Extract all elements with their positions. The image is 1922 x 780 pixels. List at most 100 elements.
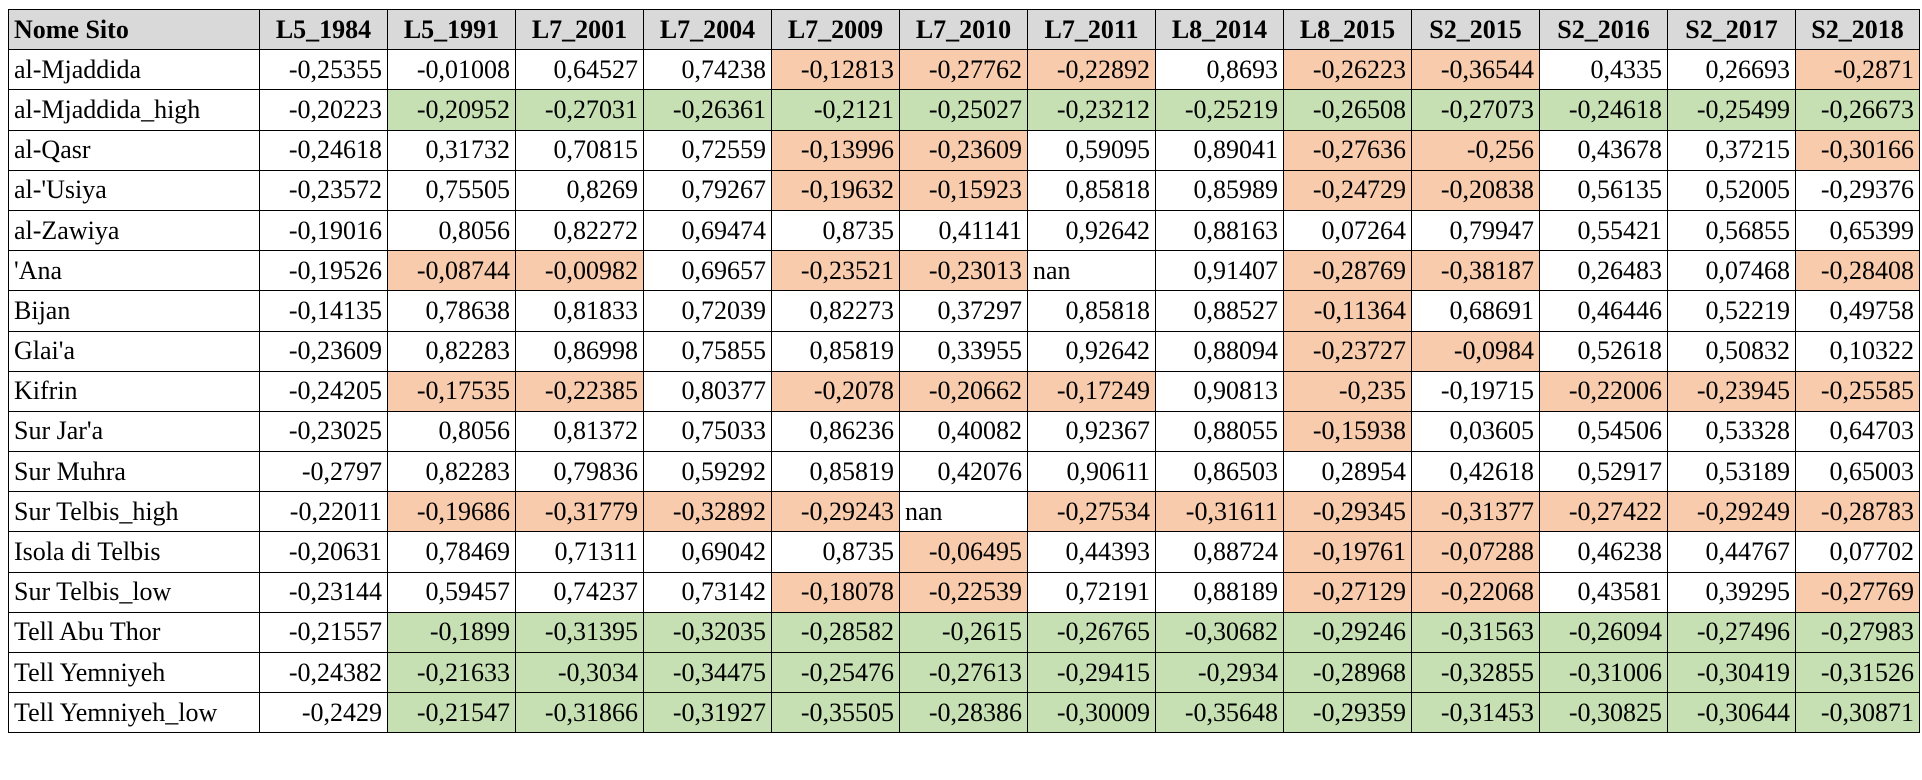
value-cell[interactable]: -0,25499 <box>1667 89 1796 131</box>
value-cell[interactable]: 0,46446 <box>1539 290 1668 332</box>
value-cell[interactable]: 0,85819 <box>771 451 900 493</box>
value-cell[interactable]: 0,73142 <box>643 571 772 613</box>
value-cell[interactable]: 0,79836 <box>515 451 644 493</box>
column-header-l7-2004[interactable]: L7_2004 <box>643 8 772 51</box>
value-cell[interactable]: -0,27613 <box>899 651 1028 694</box>
value-cell[interactable]: 0,42076 <box>899 451 1028 493</box>
value-cell[interactable]: -0,24205 <box>259 370 388 412</box>
value-cell[interactable]: 0,28954 <box>1283 451 1412 493</box>
column-header-s2-2016[interactable]: S2_2016 <box>1539 8 1668 51</box>
value-cell[interactable]: 0,8735 <box>771 209 900 252</box>
value-cell[interactable]: 0,52917 <box>1539 451 1668 493</box>
value-cell[interactable]: nan <box>1027 250 1156 292</box>
value-cell[interactable]: 0,59292 <box>643 451 772 493</box>
value-cell[interactable]: -0,23609 <box>899 129 1028 171</box>
value-cell[interactable]: -0,30419 <box>1667 651 1796 694</box>
value-cell[interactable]: -0,18078 <box>771 571 900 613</box>
site-name-cell[interactable]: al-Mjaddida_high <box>8 89 260 131</box>
value-cell[interactable]: -0,26765 <box>1027 611 1156 654</box>
value-cell[interactable]: -0,32035 <box>643 611 772 654</box>
value-cell[interactable]: 0,37297 <box>899 290 1028 332</box>
value-cell[interactable]: -0,32892 <box>643 491 772 533</box>
value-cell[interactable]: 0,85818 <box>1027 169 1156 211</box>
value-cell[interactable]: -0,31927 <box>643 692 772 734</box>
value-cell[interactable]: -0,28408 <box>1795 250 1920 292</box>
value-cell[interactable]: 0,88724 <box>1155 531 1284 573</box>
value-cell[interactable]: 0,42618 <box>1411 451 1540 493</box>
value-cell[interactable]: -0,20631 <box>259 531 388 573</box>
value-cell[interactable]: -0,27129 <box>1283 571 1412 613</box>
value-cell[interactable]: 0,82283 <box>387 330 516 372</box>
value-cell[interactable]: -0,26361 <box>643 89 772 131</box>
value-cell[interactable]: -0,14135 <box>259 290 388 332</box>
value-cell[interactable]: -0,31377 <box>1411 491 1540 533</box>
value-cell[interactable]: -0,35505 <box>771 692 900 734</box>
value-cell[interactable]: 0,52618 <box>1539 330 1668 372</box>
value-cell[interactable]: -0,31866 <box>515 692 644 734</box>
value-cell[interactable]: 0,88527 <box>1155 290 1284 332</box>
value-cell[interactable]: -0,2078 <box>771 370 900 412</box>
column-header-l8-2015[interactable]: L8_2015 <box>1283 8 1412 51</box>
value-cell[interactable]: 0,59457 <box>387 571 516 613</box>
value-cell[interactable]: 0,40082 <box>899 410 1028 453</box>
value-cell[interactable]: 0,85819 <box>771 330 900 372</box>
value-cell[interactable]: 0,88163 <box>1155 209 1284 252</box>
value-cell[interactable]: -0,31453 <box>1411 692 1540 734</box>
value-cell[interactable]: 0,53328 <box>1667 410 1796 453</box>
value-cell[interactable]: -0,25585 <box>1795 370 1920 412</box>
value-cell[interactable]: -0,27422 <box>1539 491 1668 533</box>
value-cell[interactable]: -0,19632 <box>771 169 900 211</box>
value-cell[interactable]: -0,28769 <box>1283 250 1412 292</box>
site-name-cell[interactable]: Sur Telbis_low <box>8 571 260 613</box>
value-cell[interactable]: -0,29246 <box>1283 611 1412 654</box>
column-header-l5-1991[interactable]: L5_1991 <box>387 8 516 51</box>
value-cell[interactable]: -0,28386 <box>899 692 1028 734</box>
site-name-cell[interactable]: Sur Telbis_high <box>8 491 260 533</box>
value-cell[interactable]: -0,23521 <box>771 250 900 292</box>
value-cell[interactable]: -0,00982 <box>515 250 644 292</box>
value-cell[interactable]: 0,8693 <box>1155 49 1284 91</box>
value-cell[interactable]: -0,0984 <box>1411 330 1540 372</box>
value-cell[interactable]: 0,44767 <box>1667 531 1796 573</box>
value-cell[interactable]: -0,30825 <box>1539 692 1668 734</box>
value-cell[interactable]: nan <box>899 491 1028 533</box>
value-cell[interactable]: -0,30009 <box>1027 692 1156 734</box>
value-cell[interactable]: 0,72039 <box>643 290 772 332</box>
value-cell[interactable]: -0,1899 <box>387 611 516 654</box>
value-cell[interactable]: -0,24382 <box>259 651 388 694</box>
value-cell[interactable]: -0,2871 <box>1795 49 1920 91</box>
value-cell[interactable]: -0,2797 <box>259 451 388 493</box>
value-cell[interactable]: 0,89041 <box>1155 129 1284 171</box>
value-cell[interactable]: -0,31779 <box>515 491 644 533</box>
site-name-cell[interactable]: Kifrin <box>8 370 260 412</box>
value-cell[interactable]: -0,24618 <box>259 129 388 171</box>
value-cell[interactable]: -0,27769 <box>1795 571 1920 613</box>
value-cell[interactable]: -0,235 <box>1283 370 1412 412</box>
value-cell[interactable]: -0,2121 <box>771 89 900 131</box>
site-name-cell[interactable]: Tell Yemniyeh <box>8 651 260 694</box>
value-cell[interactable]: -0,26223 <box>1283 49 1412 91</box>
value-cell[interactable]: 0,44393 <box>1027 531 1156 573</box>
value-cell[interactable]: 0,46238 <box>1539 531 1668 573</box>
value-cell[interactable]: 0,88094 <box>1155 330 1284 372</box>
column-header-l7-2011[interactable]: L7_2011 <box>1027 8 1156 51</box>
value-cell[interactable]: -0,23609 <box>259 330 388 372</box>
column-header-l5-1984[interactable]: L5_1984 <box>259 8 388 51</box>
value-cell[interactable]: -0,3034 <box>515 651 644 694</box>
value-cell[interactable]: -0,23013 <box>899 250 1028 292</box>
site-name-cell[interactable]: al-Zawiya <box>8 209 260 252</box>
value-cell[interactable]: 0,71311 <box>515 531 644 573</box>
value-cell[interactable]: -0,20223 <box>259 89 388 131</box>
value-cell[interactable]: -0,23025 <box>259 410 388 453</box>
value-cell[interactable]: -0,23212 <box>1027 89 1156 131</box>
value-cell[interactable]: 0,4335 <box>1539 49 1668 91</box>
value-cell[interactable]: -0,20662 <box>899 370 1028 412</box>
value-cell[interactable]: -0,35648 <box>1155 692 1284 734</box>
value-cell[interactable]: -0,27073 <box>1411 89 1540 131</box>
value-cell[interactable]: 0,26693 <box>1667 49 1796 91</box>
value-cell[interactable]: -0,27983 <box>1795 611 1920 654</box>
value-cell[interactable]: 0,82272 <box>515 209 644 252</box>
value-cell[interactable]: -0,26094 <box>1539 611 1668 654</box>
column-header-l7-2009[interactable]: L7_2009 <box>771 8 900 51</box>
value-cell[interactable]: -0,29345 <box>1283 491 1412 533</box>
